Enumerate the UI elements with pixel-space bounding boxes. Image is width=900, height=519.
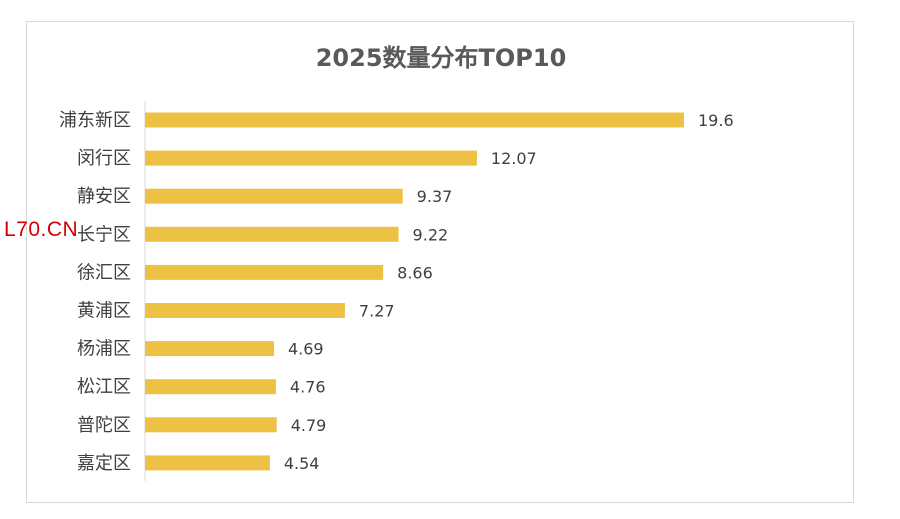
bar [145,303,345,318]
watermark-text: L70.CN [4,218,79,241]
bar [145,150,477,166]
category-label: 普陀区 [77,415,131,436]
value-label: 9.37 [417,187,453,206]
bar [145,264,384,280]
category-label: 松江区 [77,377,131,398]
value-label: 4.76 [290,378,326,397]
bar [145,226,399,242]
bar [145,112,684,128]
bar [145,379,276,395]
category-label: 浦东新区 [59,110,131,131]
value-label: 4.69 [288,340,324,359]
value-label: 9.22 [413,225,449,244]
category-label: 长宁区 [77,224,131,245]
bar [145,417,277,433]
value-label: 4.79 [291,416,327,435]
value-label: 8.66 [397,263,433,282]
bar [145,341,274,357]
value-label: 4.54 [284,454,320,473]
bar [145,188,403,204]
category-label: 闵行区 [77,148,131,169]
category-label: 嘉定区 [77,453,131,474]
value-label: 12.07 [491,149,537,168]
value-label: 19.6 [698,111,734,130]
chart-title: 2025数量分布TOP10 [315,44,567,72]
bar [145,455,270,471]
category-label: 黄浦区 [77,301,131,322]
category-label: 徐汇区 [77,262,131,283]
value-label: 7.27 [359,302,395,321]
category-label: 静安区 [77,186,131,207]
category-label: 杨浦区 [77,339,131,360]
